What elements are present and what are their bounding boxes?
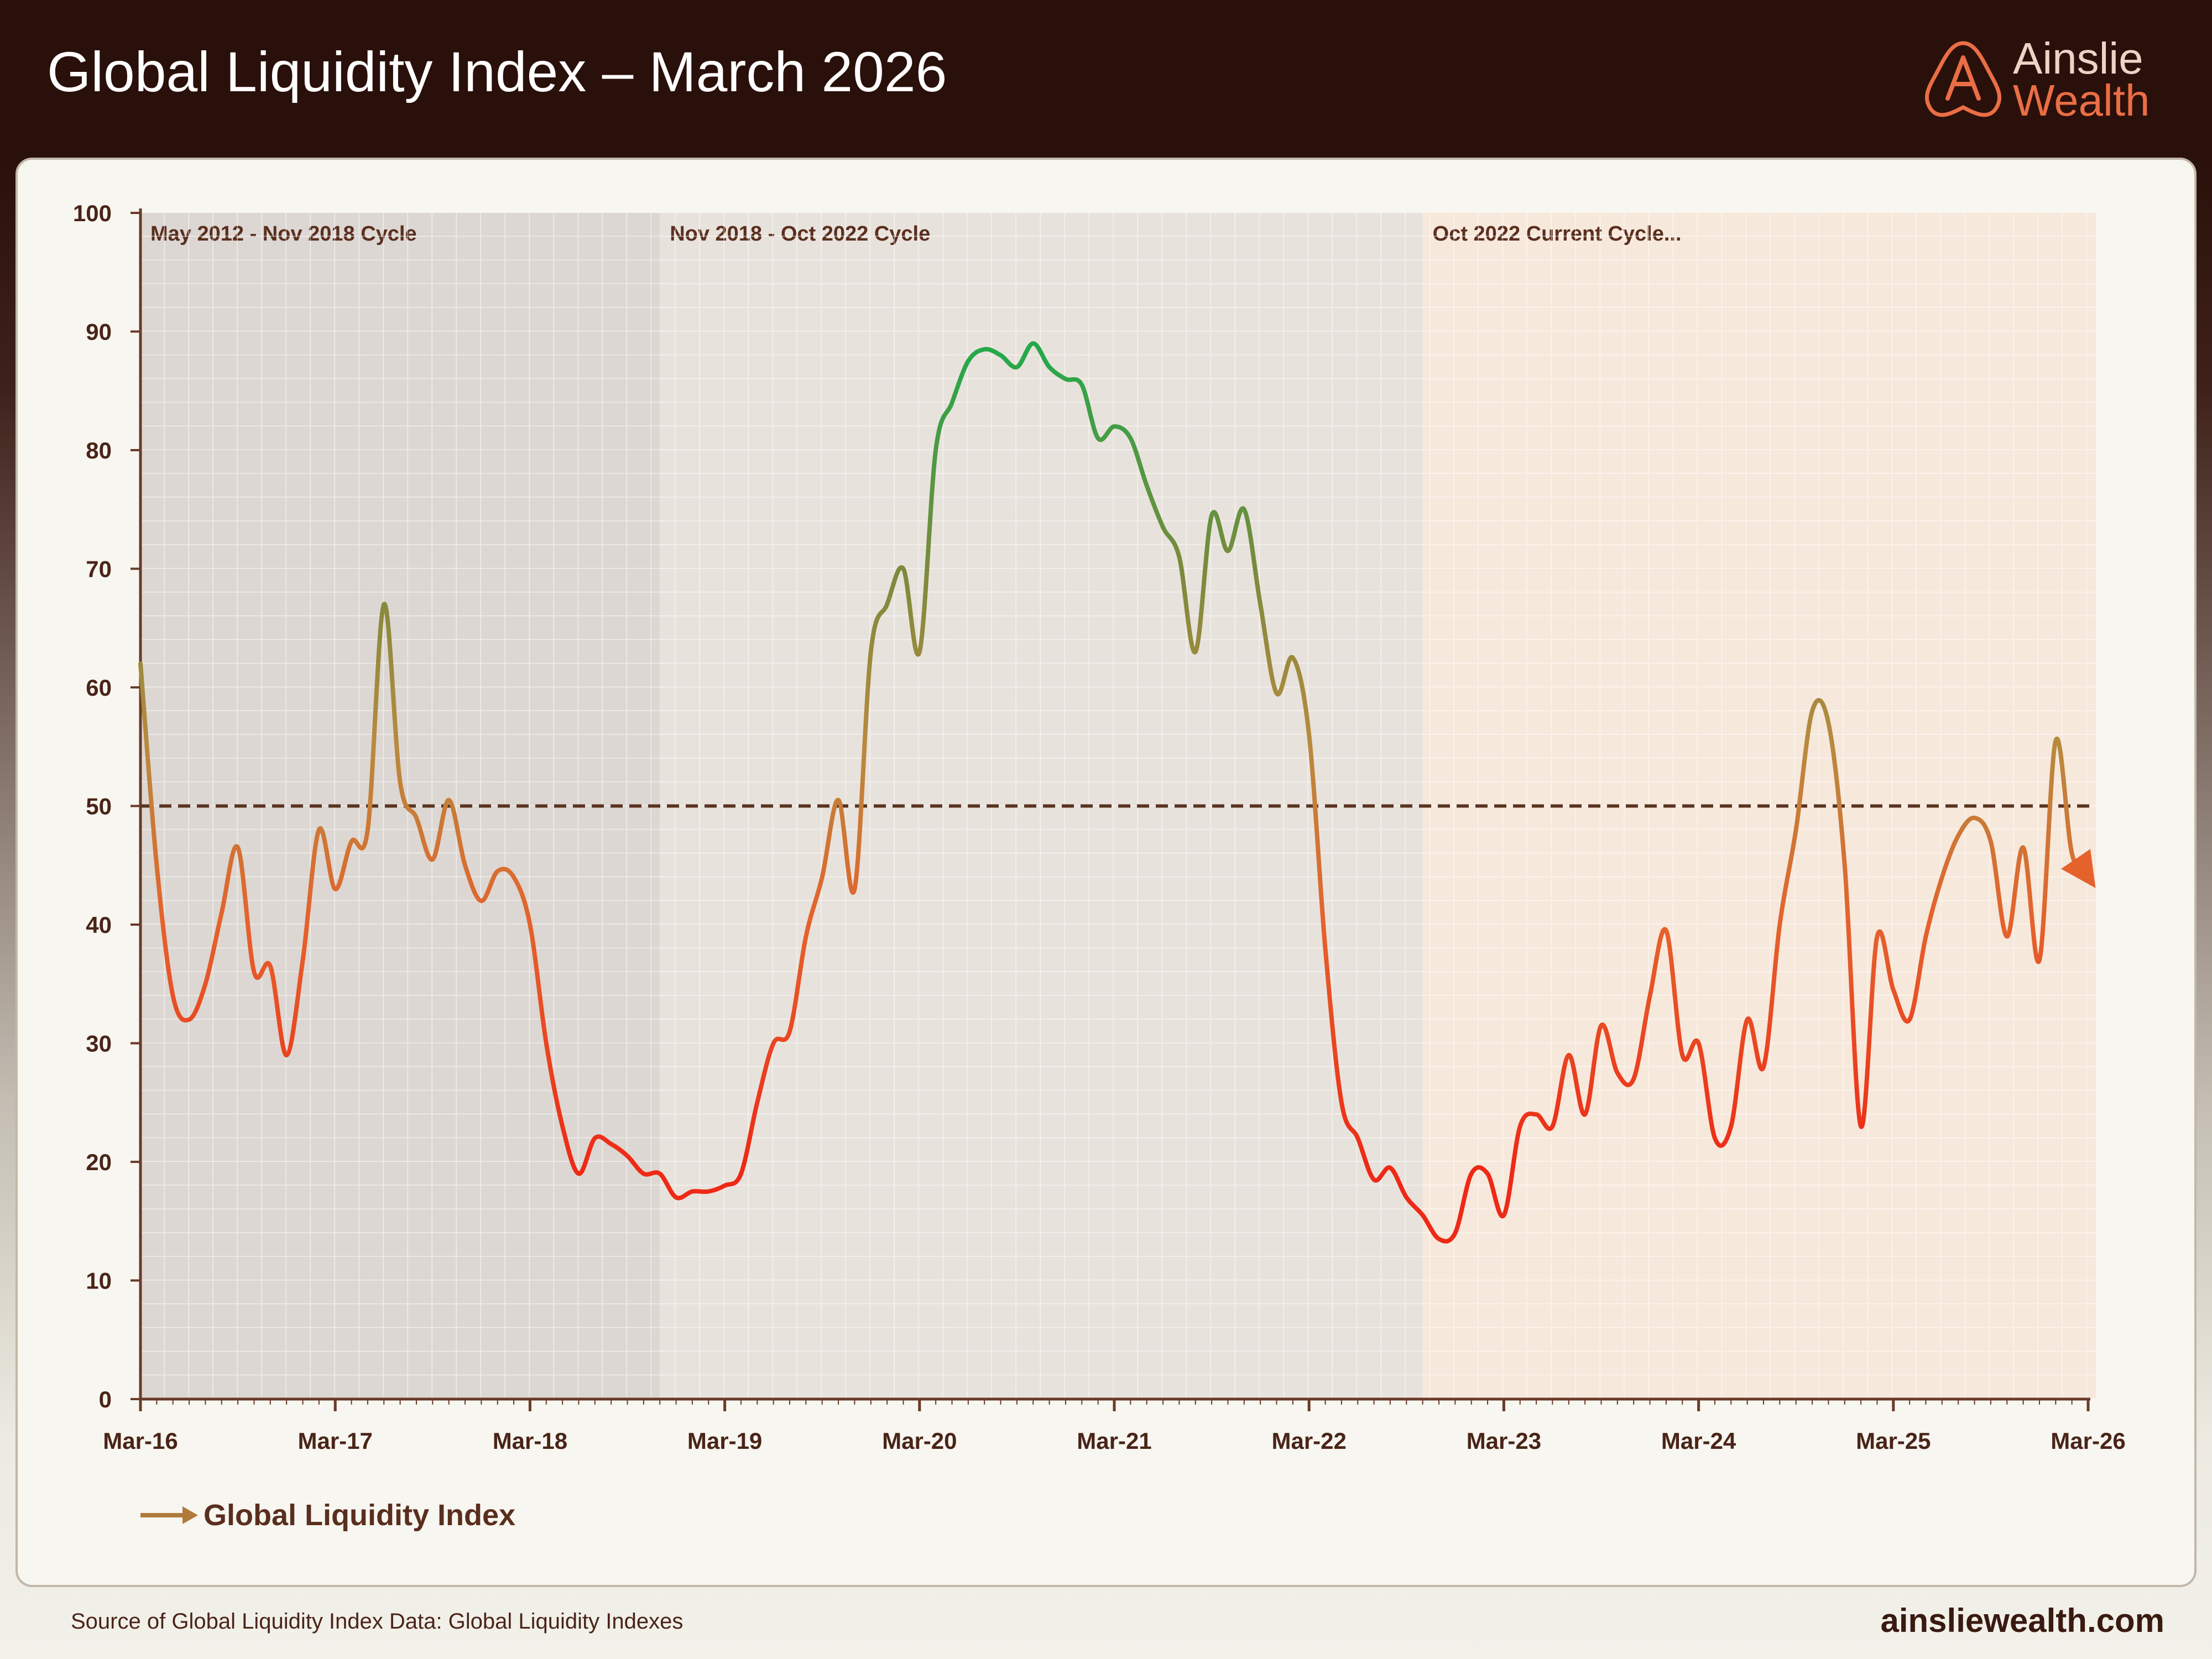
header-bar: Global Liquidity Index – March 2026 Ains… — [0, 0, 2212, 155]
website-link[interactable]: ainsliewealth.com — [1880, 1602, 2164, 1639]
x-tick-label: Mar-26 — [2051, 1428, 2125, 1454]
x-tick-label: Mar-17 — [298, 1428, 372, 1454]
y-tick-label: 60 — [86, 675, 112, 701]
y-tick-label: 40 — [86, 912, 112, 938]
y-tick-label: 90 — [86, 319, 112, 345]
data-source-note: Source of Global Liquidity Index Data: G… — [71, 1609, 684, 1634]
y-tick-label: 70 — [86, 556, 112, 582]
legend-arrow-icon — [182, 1506, 198, 1524]
y-tick-label: 10 — [86, 1268, 112, 1294]
y-tick-label: 0 — [99, 1386, 112, 1412]
series-line-global-liquidity-index — [138, 341, 2096, 1244]
brand-logo: Ainslie Wealth — [1919, 33, 2179, 127]
ainslie-a-icon — [1924, 41, 2002, 117]
x-tick-label: Mar-16 — [103, 1428, 178, 1454]
y-tick-label: 100 — [73, 200, 112, 226]
y-tick-label: 80 — [86, 437, 112, 463]
x-tick-label: Mar-21 — [1077, 1428, 1151, 1454]
x-tick-label: Mar-20 — [882, 1428, 957, 1454]
brand-name-line1: Ainslie — [2013, 34, 2143, 83]
x-tick-label: Mar-25 — [1856, 1428, 1931, 1454]
x-tick-label: Mar-22 — [1271, 1428, 1346, 1454]
x-tick-label: Mar-19 — [687, 1428, 762, 1454]
y-tick-label: 20 — [86, 1149, 112, 1175]
page-title: Global Liquidity Index – March 2026 — [47, 40, 947, 103]
x-tick-label: Mar-24 — [1661, 1428, 1736, 1454]
legend-label: Global Liquidity Index — [204, 1499, 515, 1532]
brand-name-line2: Wealth — [2013, 76, 2150, 125]
x-tick-label: Mar-23 — [1467, 1428, 1541, 1454]
y-tick-label: 50 — [86, 794, 112, 820]
legend: Global Liquidity Index — [140, 1499, 515, 1532]
x-tick-label: Mar-18 — [493, 1428, 567, 1454]
y-tick-label: 30 — [86, 1031, 112, 1057]
